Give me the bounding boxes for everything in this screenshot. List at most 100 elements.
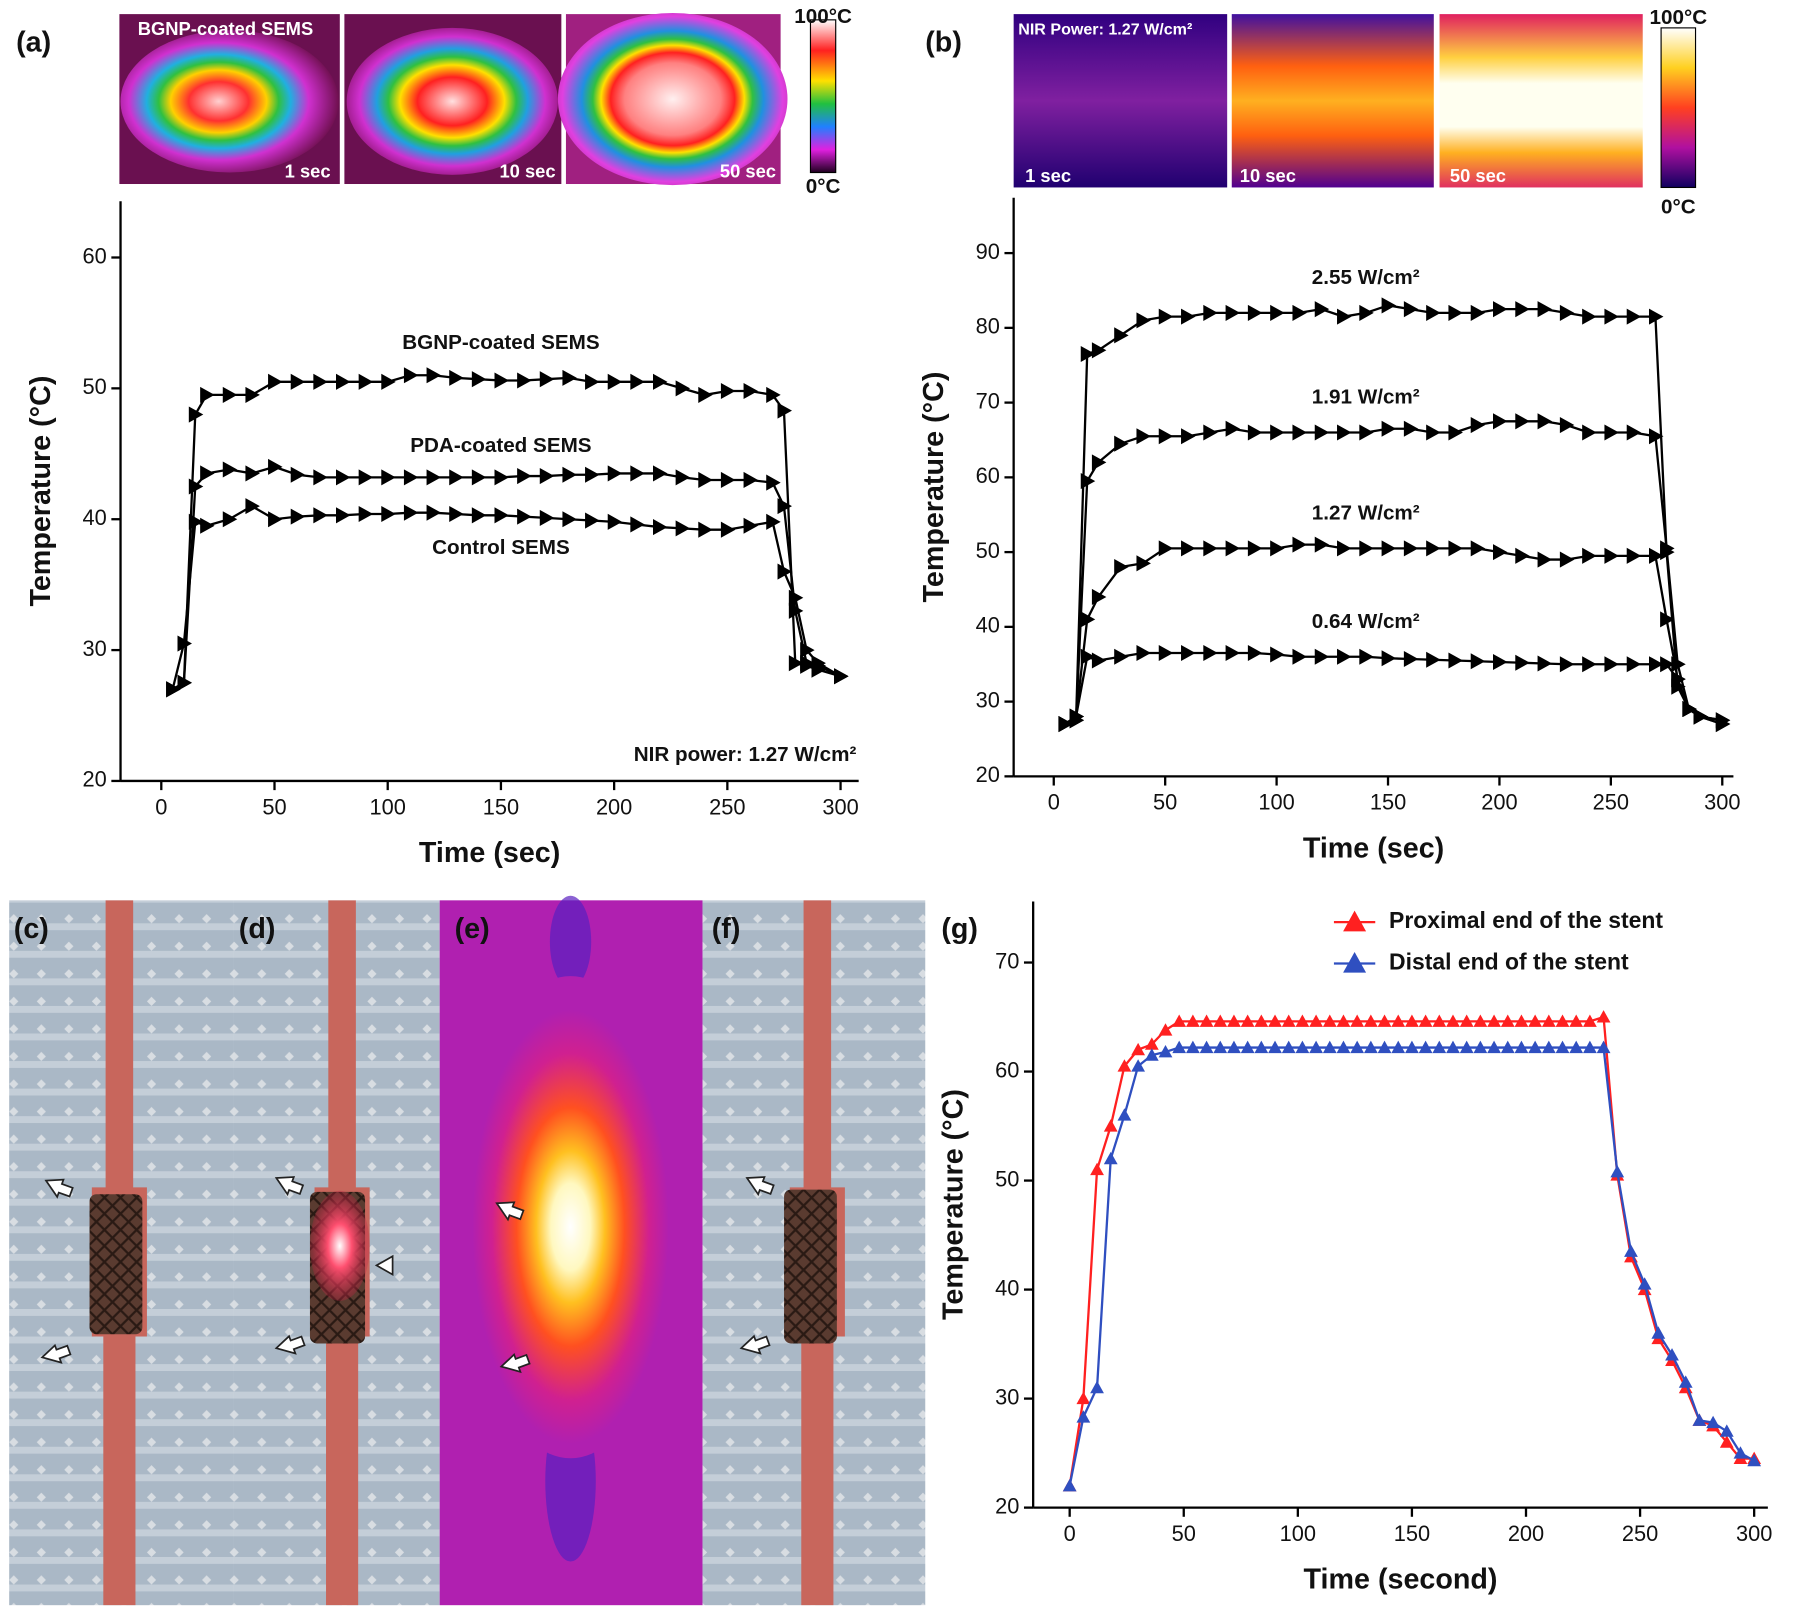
data-point: [1213, 1040, 1228, 1054]
data-point: [585, 512, 600, 529]
data-point: [1158, 644, 1174, 662]
arrow: [274, 1176, 305, 1197]
thermal-a: [119, 12, 837, 186]
data-point: [1363, 1040, 1378, 1054]
data-point: [1225, 644, 1241, 662]
data-point: [1470, 416, 1486, 434]
thermal-image: [1231, 14, 1434, 188]
data-point: [1569, 1040, 1584, 1054]
y-tick-label: 90: [976, 239, 1000, 264]
data-point: [1268, 1014, 1282, 1027]
data-point: [494, 372, 509, 389]
data-point: [1337, 648, 1352, 665]
series-line: [1064, 420, 1723, 726]
x-tick-label: 300: [822, 794, 858, 819]
x-tick-label: 0: [155, 794, 167, 819]
data-point: [449, 505, 464, 523]
data-point: [743, 471, 759, 489]
data-point: [222, 386, 238, 403]
data-point: [788, 655, 804, 672]
data-point: [1114, 327, 1129, 344]
data-point: [1493, 413, 1508, 430]
y-tick-label: 20: [83, 767, 107, 792]
series-line: [1068, 1015, 1755, 1486]
data-point: [1515, 547, 1530, 564]
data-point: [1268, 1040, 1282, 1054]
data-point: [800, 642, 815, 659]
data-point: [1136, 555, 1151, 572]
x-tick-label: 150: [483, 794, 519, 819]
heat-spot: [120, 30, 339, 173]
data-point: [358, 469, 374, 486]
data-point: [743, 382, 759, 400]
data-point: [313, 469, 328, 486]
stent: [784, 1189, 837, 1344]
data-point: [1062, 1478, 1077, 1492]
data-point: [1528, 1014, 1543, 1027]
y-tick-label: 60: [83, 243, 107, 268]
data-point: [1473, 1014, 1488, 1027]
data-point: [834, 668, 849, 685]
data-point: [1158, 540, 1174, 557]
data-point: [1448, 424, 1463, 441]
data-point: [1682, 701, 1697, 718]
y-tick-label: 60: [976, 463, 1000, 488]
color-bar: [809, 19, 837, 174]
y-tick-label: 40: [83, 505, 107, 530]
data-point: [200, 465, 215, 482]
data-point: [698, 521, 713, 538]
data-point: [1660, 611, 1675, 628]
series-line: [172, 374, 841, 691]
data-point: [1292, 424, 1307, 441]
data-point: [1203, 540, 1218, 557]
data-point: [1626, 424, 1642, 441]
data-point: [1185, 1014, 1200, 1027]
data-point: [788, 589, 804, 606]
data-point: [1247, 540, 1263, 557]
data-point: [1281, 1014, 1296, 1027]
data-point: [1090, 1380, 1104, 1394]
arrow: [495, 1201, 525, 1222]
data-point: [1336, 1040, 1351, 1054]
data-point: [1487, 1040, 1501, 1054]
y-tick-label: 30: [976, 687, 1000, 712]
data-point: [1270, 646, 1285, 663]
series-label: Control SEMS: [432, 536, 570, 559]
data-point: [336, 507, 351, 524]
data-point: [1247, 644, 1263, 662]
y-axis-title: Temperature (°C): [938, 1089, 970, 1320]
data-point: [1582, 656, 1597, 673]
data-point: [426, 367, 442, 384]
data-point: [290, 466, 306, 483]
stent: [89, 1194, 143, 1335]
chart: 20 30 40 50 60 70 80 90 0 50 100 150 200 250 300 Time (…: [918, 197, 1740, 864]
data-point: [1473, 1040, 1488, 1054]
data-point: [1559, 551, 1575, 568]
data-point: [777, 402, 792, 419]
data-point: [1203, 424, 1218, 441]
data-point: [1292, 648, 1307, 665]
scale-max: 100°C: [794, 5, 852, 28]
data-point: [1254, 1040, 1269, 1054]
data-point: [1363, 1014, 1378, 1027]
data-point: [562, 369, 577, 386]
y-tick-label: 50: [83, 374, 107, 399]
data-point: [1569, 1014, 1584, 1027]
data-point: [1626, 308, 1642, 325]
data-point: [1403, 420, 1419, 437]
data-point: [1350, 1014, 1365, 1027]
data-point: [1719, 1435, 1734, 1448]
data-point: [1432, 1014, 1447, 1027]
series-label: PDA-coated SEMS: [410, 434, 591, 457]
data-point: [1181, 540, 1196, 557]
data-point: [358, 373, 374, 390]
data-point: [1314, 301, 1330, 318]
panel-label: (c): [14, 913, 49, 945]
data-point: [1604, 308, 1619, 325]
data-point: [1359, 648, 1374, 665]
data-point: [1487, 1014, 1501, 1027]
panel-label: (f): [712, 913, 741, 945]
data-point: [1692, 1413, 1707, 1426]
data-point: [1322, 1014, 1337, 1027]
data-point: [1648, 428, 1664, 445]
